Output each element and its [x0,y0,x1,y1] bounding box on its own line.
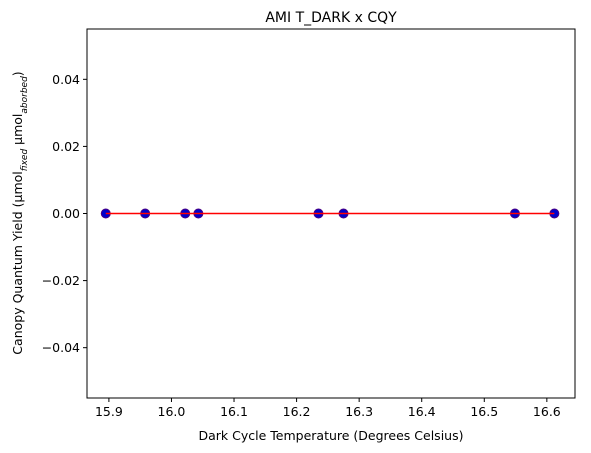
x-tick-label: 16.2 [283,404,311,419]
y-axis-label-middle: µmol [10,114,25,149]
x-axis-label: Dark Cycle Temperature (Degrees Celsius) [199,428,464,443]
x-axis: 15.9 16.0 16.1 16.2 16.3 16.4 16.5 16.6 [95,398,561,419]
y-axis-label-sub-absorbed: aborbed [20,76,30,114]
y-tick-label: 0.02 [52,139,80,154]
x-tick-label: 16.4 [408,404,436,419]
chart-title: AMI T_DARK x CQY [265,10,397,26]
x-tick-label: 16.0 [158,404,186,419]
x-tick-label: 16.3 [345,404,373,419]
y-axis: −0.04 −0.02 0.00 0.02 0.04 [42,72,87,355]
x-tick-label: 16.1 [220,404,248,419]
y-tick-label: −0.02 [42,273,80,288]
y-axis-label: Canopy Quantum Yield (µmolfixed µmolabor… [10,71,30,354]
x-tick-label: 16.6 [533,404,561,419]
x-tick-label: 16.5 [470,404,498,419]
y-axis-label-prefix: Canopy Quantum Yield (µmol [10,171,25,354]
y-axis-label-sub-fixed: fixed [20,149,30,172]
y-tick-label: −0.04 [42,340,80,355]
y-tick-label: 0.00 [52,206,80,221]
y-tick-label: 0.04 [52,72,80,87]
x-tick-label: 15.9 [95,404,123,419]
y-axis-label-suffix: ) [10,71,25,76]
